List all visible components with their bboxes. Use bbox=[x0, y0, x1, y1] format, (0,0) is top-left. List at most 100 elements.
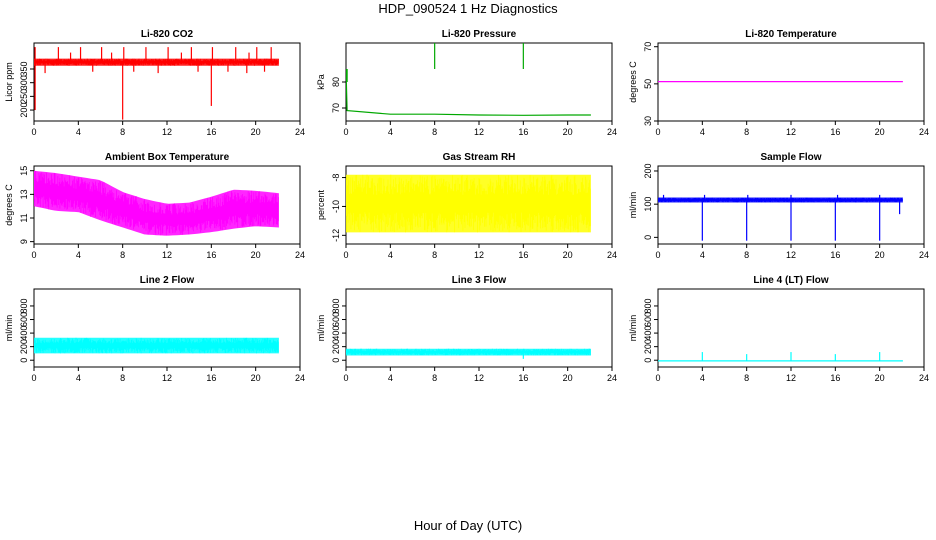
panel-7-title: Line 2 Flow bbox=[140, 275, 195, 286]
panel-8-xtick-label: 8 bbox=[432, 373, 437, 383]
panel-9-ylabel: ml/min bbox=[628, 315, 638, 342]
panel-7-data bbox=[34, 337, 279, 354]
panel-1-ytick-label: 250 bbox=[19, 89, 29, 104]
panel-9-xtick-label: 8 bbox=[744, 373, 749, 383]
panel-6-xtick-label: 8 bbox=[744, 250, 749, 260]
panel-4-title: Ambient Box Temperature bbox=[105, 152, 230, 163]
panel-4-data bbox=[34, 170, 279, 236]
panel-1-xtick-label: 0 bbox=[31, 127, 36, 137]
panel-8-xtick-label: 12 bbox=[474, 373, 484, 383]
panel-5: Gas Stream RH 0 4 8 12 16 20 24 -12 -10 -8 percent bbox=[316, 152, 617, 260]
panel-6-ytick-label: 0 bbox=[643, 235, 653, 240]
panel-7-ytick-label: 600 bbox=[19, 312, 29, 327]
panel-2-xtick-label: 20 bbox=[563, 127, 573, 137]
panel-2-ytick-label: 70 bbox=[331, 103, 341, 113]
panel-4-ytick-label: 9 bbox=[19, 239, 29, 244]
panel-2-series-line bbox=[346, 68, 591, 116]
panel-6-xtick-label: 4 bbox=[700, 250, 705, 260]
panel-6-xtick-label: 12 bbox=[786, 250, 796, 260]
panel-1-series-noise bbox=[34, 58, 279, 66]
panel-1-data bbox=[34, 47, 279, 120]
panel-2-xtick-label: 16 bbox=[518, 127, 528, 137]
panel-7-xtick-label: 12 bbox=[162, 373, 172, 383]
panel-9-xtick-label: 24 bbox=[919, 373, 929, 383]
panel-1-title: Li-820 CO2 bbox=[141, 29, 194, 40]
panel-6-data bbox=[658, 194, 903, 241]
panel-6-ytick-label: 200 bbox=[643, 163, 653, 178]
panel-2-xtick-label: 0 bbox=[343, 127, 348, 137]
panel-3-ylabel: degrees C bbox=[628, 61, 638, 103]
panel-3-ytick-label: 70 bbox=[643, 42, 653, 52]
panel-9-ytick-label: 200 bbox=[643, 339, 653, 354]
panel-1-xtick-label: 16 bbox=[206, 127, 216, 137]
panel-8-ytick-label: 200 bbox=[331, 339, 341, 354]
panel-9-xtick-label: 20 bbox=[875, 373, 885, 383]
panel-5-xtick-label: 16 bbox=[518, 250, 528, 260]
x-axis-label: Hour of Day (UTC) bbox=[413, 518, 523, 533]
panel-7-ylabel: ml/min bbox=[4, 315, 14, 342]
panel-5-xtick-label: 8 bbox=[432, 250, 437, 260]
panel-1-xtick-label: 20 bbox=[251, 127, 261, 137]
panel-8-ytick-label: 400 bbox=[331, 326, 341, 341]
panel-3: Li-820 Temperature 0 4 8 12 16 20 24 30 50 70 degre… bbox=[628, 29, 929, 137]
panel-6-series-noise bbox=[658, 197, 903, 203]
panel-9-xtick-label: 12 bbox=[786, 373, 796, 383]
panel-5-ylabel: percent bbox=[316, 189, 326, 220]
panel-7-ytick-label: 200 bbox=[19, 339, 29, 354]
panel-2-xtick-label: 12 bbox=[474, 127, 484, 137]
panel-1-frame bbox=[33, 42, 301, 122]
panel-8-ytick-label: 600 bbox=[331, 312, 341, 327]
panel-5-xtick-label: 0 bbox=[343, 250, 348, 260]
panel-4-xtick-label: 8 bbox=[120, 250, 125, 260]
panel-8-xtick-label: 24 bbox=[607, 373, 617, 383]
panel-9-xtick-label: 4 bbox=[700, 373, 705, 383]
panel-8-data bbox=[346, 348, 591, 359]
panel-4-xtick-label: 4 bbox=[76, 250, 81, 260]
panel-9-ytick-label: 600 bbox=[643, 312, 653, 327]
panel-1-ylabel: Licor ppm bbox=[4, 62, 14, 102]
panel-9-title: Line 4 (LT) Flow bbox=[753, 275, 829, 286]
panel-8-xtick-label: 16 bbox=[518, 373, 528, 383]
panel-5-data bbox=[346, 174, 591, 233]
panel-2-xtick-label: 8 bbox=[432, 127, 437, 137]
panel-7-frame bbox=[33, 288, 301, 368]
panel-9-ytick-label: 0 bbox=[643, 358, 653, 363]
panel-1-ytick-label: 200 bbox=[19, 103, 29, 118]
panel-2-data bbox=[346, 43, 591, 116]
panel-4-xtick-label: 0 bbox=[31, 250, 36, 260]
panel-4-xtick-label: 12 bbox=[162, 250, 172, 260]
panel-3-xtick-label: 12 bbox=[786, 127, 796, 137]
panel-3-ytick-label: 30 bbox=[643, 116, 653, 126]
panel-2-ylabel: kPa bbox=[316, 74, 326, 90]
panel-1-ytick-label: 300 bbox=[19, 75, 29, 90]
panel-3-xtick-label: 8 bbox=[744, 127, 749, 137]
panel-5-series-noise bbox=[346, 174, 591, 233]
panel-3-xtick-label: 0 bbox=[655, 127, 660, 137]
panel-3-xtick-label: 4 bbox=[700, 127, 705, 137]
panel-7-ytick-label: 800 bbox=[19, 298, 29, 313]
panel-3-ytick-label: 50 bbox=[643, 79, 653, 89]
panel-6-xtick-label: 0 bbox=[655, 250, 660, 260]
panel-3-title: Li-820 Temperature bbox=[745, 29, 837, 40]
panel-4-ytick-label: 11 bbox=[19, 213, 29, 222]
panel-2-title: Li-820 Pressure bbox=[442, 29, 517, 40]
panel-8-ytick-label: 800 bbox=[331, 298, 341, 313]
panel-7-ytick-label: 0 bbox=[19, 358, 29, 363]
panel-4-xtick-label: 20 bbox=[251, 250, 261, 260]
panel-7-xtick-label: 20 bbox=[251, 373, 261, 383]
panel-8-xtick-label: 0 bbox=[343, 373, 348, 383]
panel-4-ytick-label: 15 bbox=[19, 166, 29, 176]
panel-5-xtick-label: 4 bbox=[388, 250, 393, 260]
panel-6-ytick-label: 100 bbox=[643, 197, 653, 212]
panel-5-xtick-label: 12 bbox=[474, 250, 484, 260]
panel-1-xtick-label: 12 bbox=[162, 127, 172, 137]
panel-4-ytick-label: 13 bbox=[19, 189, 29, 199]
panel-9: Line 4 (LT) Flow 0 4 8 12 16 20 24 0 200400600800… bbox=[628, 275, 929, 383]
panel-7-series-noise bbox=[34, 337, 279, 354]
panel-4-series-noise bbox=[34, 171, 279, 236]
panel-8-xtick-label: 4 bbox=[388, 373, 393, 383]
panel-7-xtick-label: 8 bbox=[120, 373, 125, 383]
